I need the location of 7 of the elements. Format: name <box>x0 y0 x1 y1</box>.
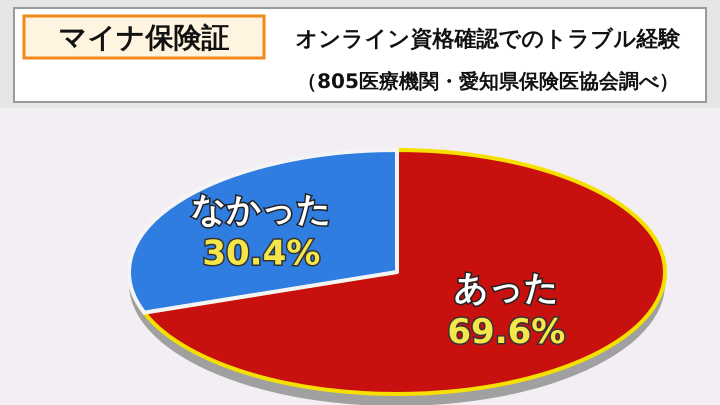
chart-subtitle: （805医療機関・愛知県保険医協会調べ） <box>297 69 679 93</box>
data-label: 30.4% <box>202 233 320 274</box>
slice-label: なかった <box>191 189 332 230</box>
slice-label: あった <box>454 268 559 308</box>
text: マイナ保険証 <box>58 21 230 54</box>
data-label: 69.6% <box>447 312 566 352</box>
chart-title: オンライン資格確認でのトラブル経験 <box>296 27 682 52</box>
